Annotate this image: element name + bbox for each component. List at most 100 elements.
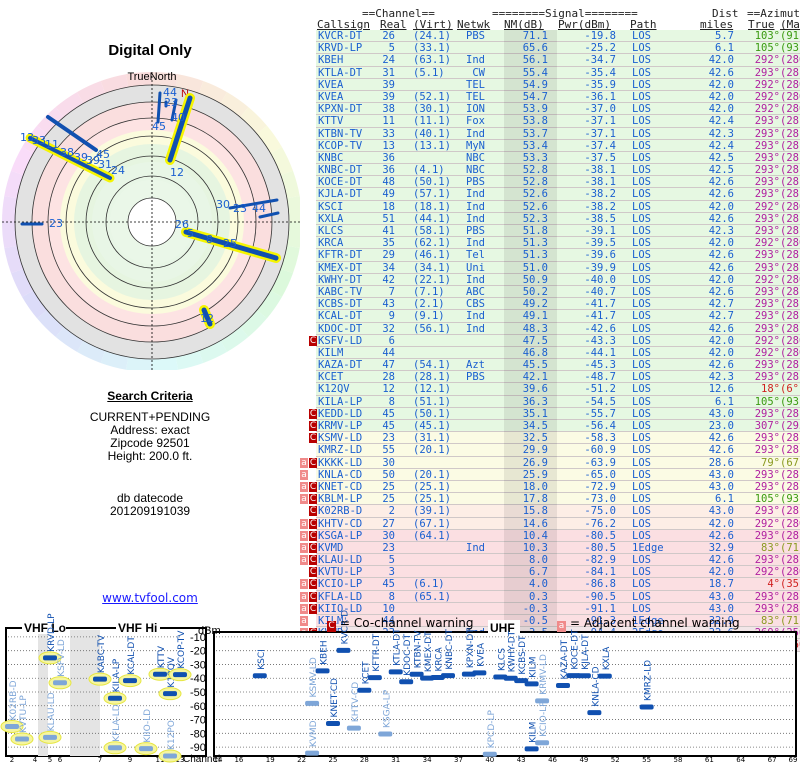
cell-true: 293° <box>754 529 780 542</box>
table-row[interactable]: KJLA-DT 49 (57.1) Ind 52.6 -38.2 LOS 42.6 293° (2… <box>300 188 800 201</box>
nm-column-shade <box>504 310 557 323</box>
table-row[interactable]: KVCR-DT 26 (24.1) PBS 71.1 -19.8 LOS 5.7 103° (91… <box>300 30 800 43</box>
cell-nm: 0.3 <box>529 590 548 603</box>
cell-true: 293° <box>754 261 780 274</box>
cell-dist: 43.0 <box>708 590 734 603</box>
cell-pwr: -41.7 <box>584 310 616 323</box>
cell-real: 45 <box>382 578 395 591</box>
cell-virt: (45.1) <box>413 420 451 432</box>
left-panel: Digital Only TrueNorth N 44 23 40 45 12 13 33 11 3… <box>0 0 305 610</box>
table-row[interactable]: KILA-LP 8 (51.1) 36.3 -54.5 LOS 6.1 105°(93°) <box>300 395 800 408</box>
station-marker <box>639 704 654 710</box>
table-row[interactable]: KXLA 51 (44.1) Ind 52.3 -38.5 LOS 42.6 293°(281°… <box>300 212 800 225</box>
cell-path: LOS <box>632 164 651 177</box>
table-row[interactable]: KDOC-DT 32 (56.1) Ind 48.3 -42.6 LOS 42.6 293° (2… <box>300 322 800 335</box>
cell-real: 34 <box>382 261 395 274</box>
station-marker-label: KCIO-LP <box>539 701 549 737</box>
cell-path: LOS <box>632 298 651 311</box>
table-row[interactable]: a KNLA-CD 50 (20.1) 25.9 -65.0 LOS 43.0 293°(281… <box>300 468 800 481</box>
nm-column-shade <box>504 346 557 360</box>
cell-real: 25 <box>382 493 395 506</box>
table-row[interactable]: KMRZ-LD 55 (20.1) 29.9 -60.9 LOS 42.6 293°(281°… <box>300 444 800 457</box>
cell-netwk: TEL <box>466 90 485 103</box>
tvfool-link[interactable]: www.tvfool.com <box>102 591 198 605</box>
table-row[interactable]: KPXN-DT 38 (30.1) ION 53.9 -37.0 LOS 42.0 292° (2… <box>300 103 800 116</box>
station-marker <box>108 695 122 701</box>
table-row[interactable]: KCAL-DT 9 (9.1) Ind 49.1 -41.7 LOS 42.7 293°(281… <box>300 310 800 323</box>
cell-virt: (62.1) <box>413 237 451 250</box>
cell-pwr: -58.3 <box>584 432 616 445</box>
table-row[interactable]: a C KNET-CD 25 (25.1) 18.0 -72.9 LOS 43.0 293° (28… <box>300 480 800 494</box>
table-row[interactable]: KRVD-LP 5 (33.1) 65.6 -25.2 LOS 6.1 105°(93°) <box>300 42 800 55</box>
table-row[interactable]: KCOP-TV 13 (13.1) MyN 53.4 -37.4 LOS 42.4 293° (2… <box>300 139 800 152</box>
nm-column-shade <box>504 176 557 189</box>
table-row[interactable]: KLCS 41 (58.1) PBS 51.8 -39.1 LOS 42.3 293°(281°… <box>300 225 800 238</box>
cell-callsign: KMRZ-LD <box>318 444 363 457</box>
table-row[interactable]: KMEX-DT 34 (34.1) Uni 51.0 -39.9 LOS 42.6 293° (2… <box>300 261 800 274</box>
table-row[interactable]: KTTV 11 (11.1) Fox 53.8 -37.1 LOS 42.4 293°(281°… <box>300 115 800 128</box>
cell-pwr: -63.9 <box>584 456 616 469</box>
table-row[interactable]: K12QV 12 (12.1) 39.6 -51.2 LOS 12.6 18°(6°) <box>300 383 800 396</box>
table-row[interactable]: KCBS-DT 43 (2.1) CBS 49.2 -41.7 LOS 42.7 293° (28… <box>300 298 800 311</box>
cell-nm: 47.5 <box>522 334 548 347</box>
table-row[interactable]: KBEH 24 (63.1) Ind 56.1 -34.7 LOS 42.0 292°(280°… <box>300 54 800 67</box>
cell-real: 45 <box>382 420 395 432</box>
table-row[interactable]: a C KHTV-CD 27 (67.1) 14.6 -76.2 LOS 42.0 292° (28… <box>300 517 800 530</box>
cell-nm: 52.8 <box>522 176 548 189</box>
cell-callsign: KBEH <box>318 54 344 67</box>
station-ray <box>258 211 280 219</box>
cell-pwr: -65.0 <box>584 468 616 481</box>
cell-magn: (281°) <box>780 225 800 237</box>
cell-virt: (9.1) <box>413 310 445 323</box>
table-row[interactable]: KRCA 35 (62.1) Ind 51.3 -39.5 LOS 42.0 292°(280°… <box>300 237 800 250</box>
table-row[interactable]: KOCE-DT 48 (50.1) PBS 52.8 -38.1 LOS 42.6 293° (2… <box>300 176 800 189</box>
table-row[interactable]: KNBC 36 NBC 53.3 -37.5 LOS 42.5 293°(281°) <box>300 151 800 165</box>
cell-dist: 43.0 <box>708 480 734 493</box>
cell-netwk: Ind <box>466 188 485 201</box>
station-channel-label: 45 <box>152 120 166 133</box>
table-row[interactable]: KWHY-DT 42 (22.1) Ind 50.9 -40.0 LOS 42.0 292° (2… <box>300 273 800 286</box>
table-row[interactable]: KNBC-DT 36 (4.1) NBC 52.8 -38.1 LOS 42.5 293° (28… <box>300 164 800 177</box>
cell-true: 4° <box>767 578 780 591</box>
station-marker <box>378 731 393 737</box>
table-row[interactable]: KABC-TV 7 (7.1) ABC 50.2 -40.7 LOS 42.6 293°(281… <box>300 285 800 299</box>
table-row[interactable]: KAZA-DT 47 (54.1) Azt 45.5 -45.3 LOS 42.6 293° (2… <box>300 359 800 372</box>
table-row[interactable]: KTBN-TV 33 (40.1) Ind 53.7 -37.1 LOS 42.3 293° (2… <box>300 127 800 140</box>
table-row[interactable]: KVEA 39 TEL 54.9 -35.9 LOS 42.0 292°(280°) <box>300 78 800 91</box>
nm-column-shade <box>504 517 557 530</box>
cell-netwk: PBS <box>466 225 485 237</box>
cell-true: 18° <box>761 383 780 396</box>
cell-nm: 53.9 <box>522 103 548 116</box>
table-row[interactable]: KSCI 18 (18.1) Ind 52.6 -38.2 LOS 42.0 292°(280°… <box>300 200 800 213</box>
nm-column-shade <box>504 590 557 603</box>
table-row[interactable]: KVEA 39 (52.1) TEL 54.7 -36.1 LOS 42.0 292°(280°… <box>300 90 800 104</box>
criteria-line: CURRENT+PENDING <box>89 410 211 424</box>
cell-magn: (281°) <box>780 285 800 298</box>
x-tick-label: 4 <box>33 756 38 764</box>
cell-virt: (18.1) <box>413 200 451 213</box>
table-row[interactable]: KCET 28 (28.1) PBS 42.1 -48.7 LOS 42.3 293°(281°… <box>300 371 800 384</box>
cell-callsign: KCET <box>318 371 344 384</box>
cell-callsign: KABC-TV <box>318 285 363 298</box>
table-row[interactable]: KFTR-DT 29 (46.1) Tel 51.3 -39.6 LOS 42.6 293° (2… <box>300 249 800 262</box>
table-row[interactable]: KTLA-DT 31 (5.1) CW 55.4 -35.4 LOS 42.6 293°(281… <box>300 66 800 79</box>
cell-callsign: KRCA <box>318 237 344 250</box>
table-row[interactable]: KILM 44 46.8 -44.1 LOS 42.0 292°(280°) <box>300 346 800 360</box>
cell-true: 293° <box>754 212 780 225</box>
cell-pwr: -73.0 <box>584 493 616 506</box>
table-row[interactable]: a C KSGA-LP 30 (64.1) 10.4 -80.5 LOS 42.6 293° (28… <box>300 529 800 542</box>
co-channel-warning-badge: C <box>309 542 317 553</box>
